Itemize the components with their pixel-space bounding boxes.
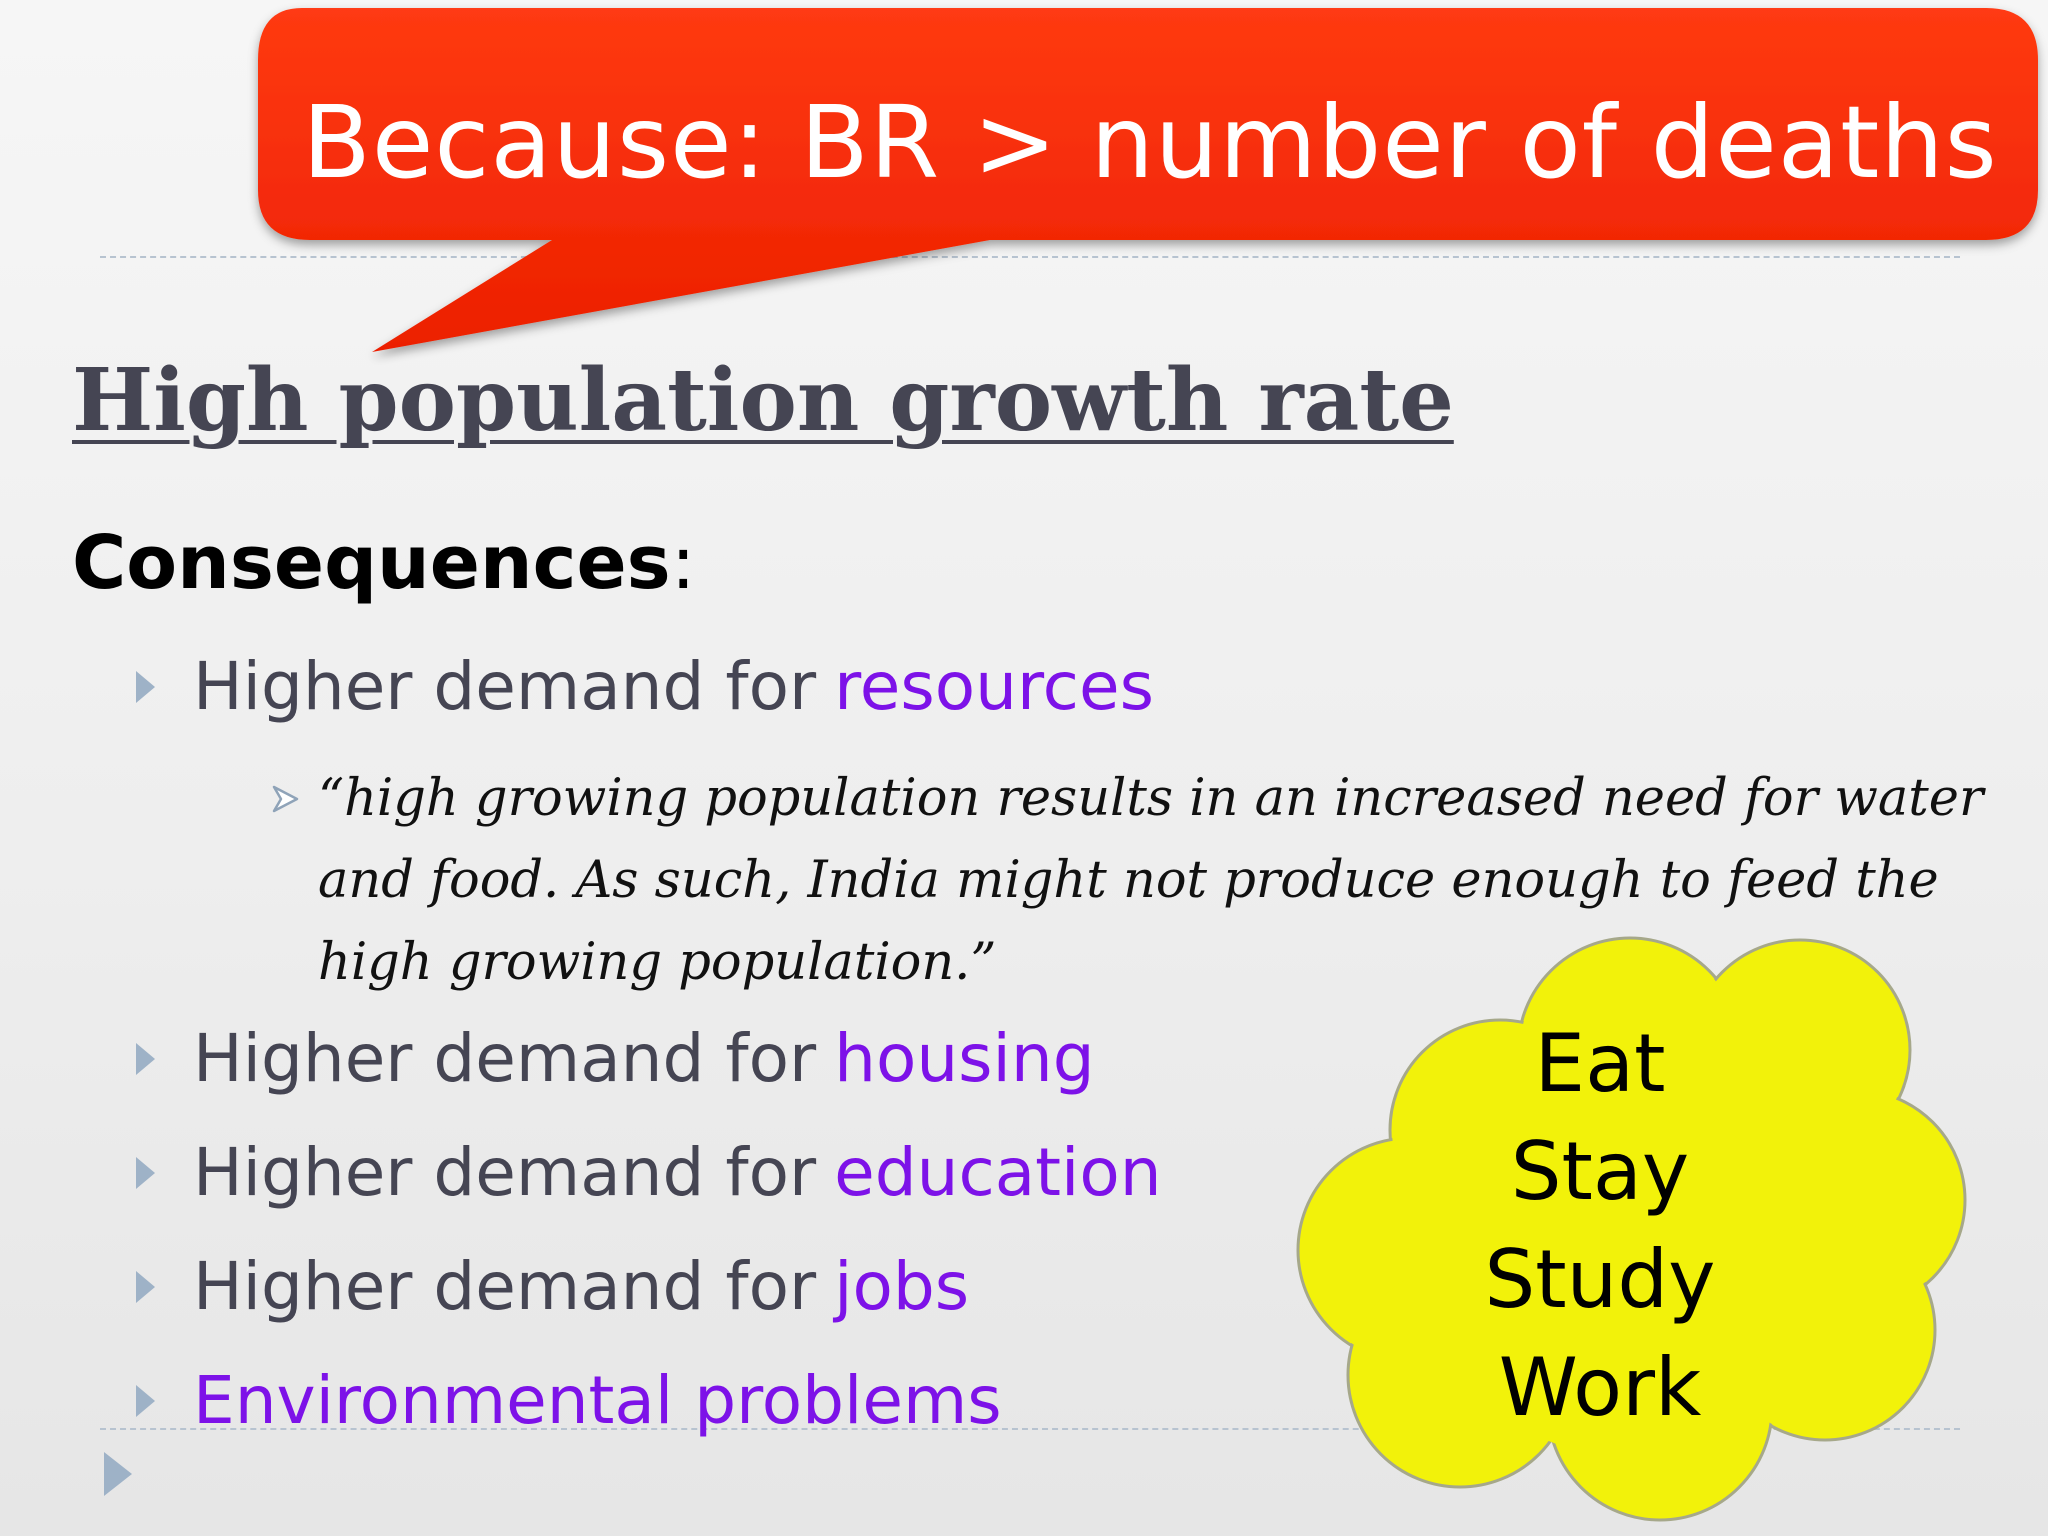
cloud-word: Stay — [1510, 1125, 1690, 1218]
bullet-highlight: housing — [834, 1020, 1095, 1097]
bullet-environmental: Environmental problems — [136, 1362, 1002, 1439]
section-heading: Consequences: — [72, 520, 696, 606]
bullet-lead: Higher demand for — [193, 1134, 817, 1211]
cloud-word: Study — [1484, 1233, 1716, 1326]
bullet-highlight: jobs — [834, 1248, 970, 1325]
bullet-highlight: education — [834, 1134, 1162, 1211]
callout-text: Because: BR > number of deaths — [302, 83, 1998, 201]
quote-line: and food. As such, India might not produ… — [318, 851, 1939, 910]
bullet-resources: Higher demand for resources — [136, 648, 1154, 725]
bullet-lead: Higher demand for — [193, 1020, 817, 1097]
section-heading-colon: : — [670, 520, 696, 606]
quote-line: “high growing population results in an i… — [318, 769, 1984, 828]
quote-line: high growing population.” — [318, 933, 997, 992]
arrowhead-right-icon — [272, 785, 299, 813]
bullet-jobs: Higher demand for jobs — [136, 1248, 969, 1325]
callout-bubble — [258, 8, 2038, 352]
bullet-education: Higher demand for education — [136, 1134, 1162, 1211]
next-slide-icon[interactable] — [104, 1452, 132, 1496]
divider-top — [100, 256, 1960, 258]
cloud-word: Eat — [1534, 1017, 1666, 1110]
triangle-right-icon — [136, 1156, 155, 1189]
triangle-right-icon — [136, 1384, 155, 1417]
cloud-shape — [1296, 936, 1967, 1522]
bullet-lead: Higher demand for — [193, 648, 817, 725]
bullet-housing: Higher demand for housing — [136, 1020, 1095, 1097]
divider-bottom — [100, 1428, 1960, 1430]
section-heading-label: Consequences — [72, 520, 671, 606]
cloud-text: Eat Stay Study Work — [1400, 1010, 1800, 1442]
bullet-highlight: Environmental problems — [193, 1362, 1002, 1439]
page-title: High population growth rate — [72, 350, 1454, 451]
bullet-highlight: resources — [834, 648, 1154, 725]
cloud-word: Work — [1498, 1341, 1702, 1434]
triangle-right-icon — [136, 1042, 155, 1075]
triangle-right-icon — [136, 670, 155, 703]
triangle-right-icon — [136, 1270, 155, 1303]
bullet-lead: Higher demand for — [193, 1248, 817, 1325]
